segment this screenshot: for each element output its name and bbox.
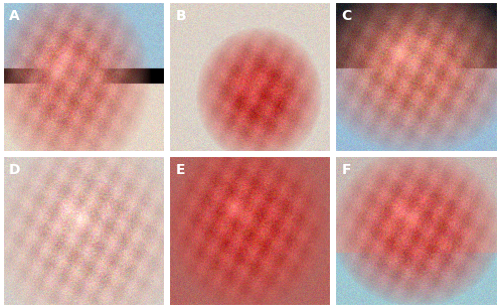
Text: C: C xyxy=(342,9,352,23)
Text: B: B xyxy=(176,9,186,23)
Text: F: F xyxy=(342,164,351,177)
Text: D: D xyxy=(9,164,20,177)
Text: A: A xyxy=(9,9,20,23)
Text: E: E xyxy=(176,164,185,177)
